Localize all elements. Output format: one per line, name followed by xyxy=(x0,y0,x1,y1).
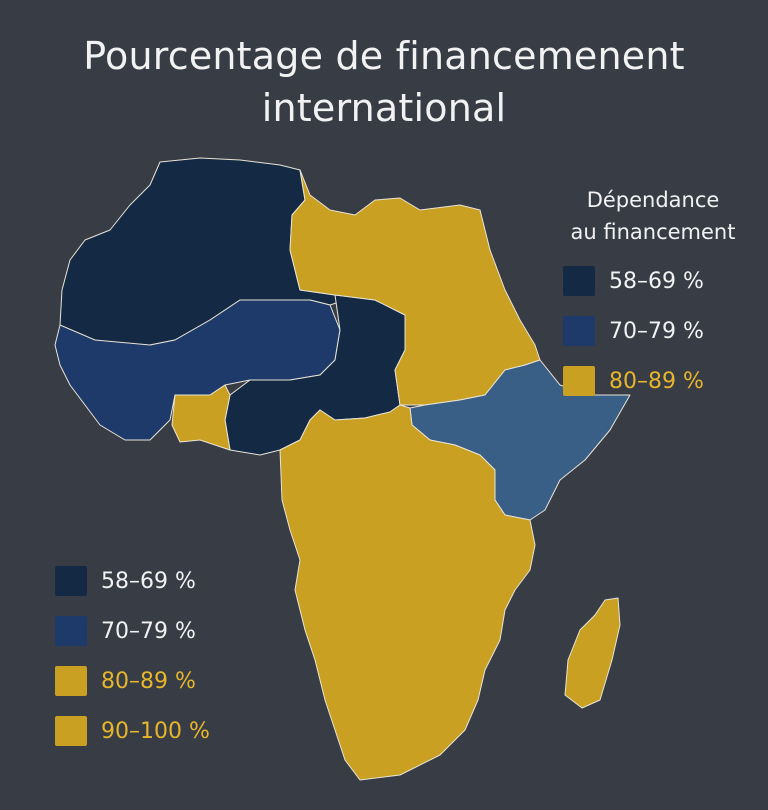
legend-bottom-item: 58–69 % xyxy=(55,566,196,596)
legend-swatch xyxy=(55,566,87,596)
legend-bottom-item: 90–100 % xyxy=(55,716,210,746)
legend-label: 70–79 % xyxy=(101,618,196,644)
region-central-southern-africa xyxy=(279,404,536,781)
legend-swatch xyxy=(55,616,87,646)
legend-label: 58–69 % xyxy=(101,568,196,594)
legend-label: 58–69 % xyxy=(609,268,704,294)
legend-swatch xyxy=(55,666,87,696)
legend-label: 70–79 % xyxy=(609,318,704,344)
legend-swatch xyxy=(563,316,595,346)
legend-bottom-item: 70–79 % xyxy=(55,616,196,646)
legend-swatch xyxy=(563,266,595,296)
legend-swatch xyxy=(563,366,595,396)
legend-top-item: 70–79 % xyxy=(563,316,704,346)
map-title: Pourcentage de financemenent internation… xyxy=(0,30,768,134)
legend-label: 80–89 % xyxy=(101,668,196,694)
legend-label: 80–89 % xyxy=(609,368,704,394)
legend-top-title-line-2: au financement xyxy=(570,220,736,244)
legend-top-item: 80–89 % xyxy=(563,366,704,396)
legend-top-title: Dépendance au financement xyxy=(548,184,758,248)
region-ghana-togo xyxy=(171,384,231,451)
legend-top-title-line-1: Dépendance xyxy=(586,188,720,212)
legend-bottom-item: 80–89 % xyxy=(55,666,196,696)
legend-swatch xyxy=(55,716,87,746)
region-madagascar xyxy=(564,597,621,709)
legend-label: 90–100 % xyxy=(101,718,210,744)
map-title-line-1: Pourcentage de financemenent xyxy=(83,34,685,78)
legend-top-item: 58–69 % xyxy=(563,266,704,296)
map-title-line-2: international xyxy=(261,86,507,130)
